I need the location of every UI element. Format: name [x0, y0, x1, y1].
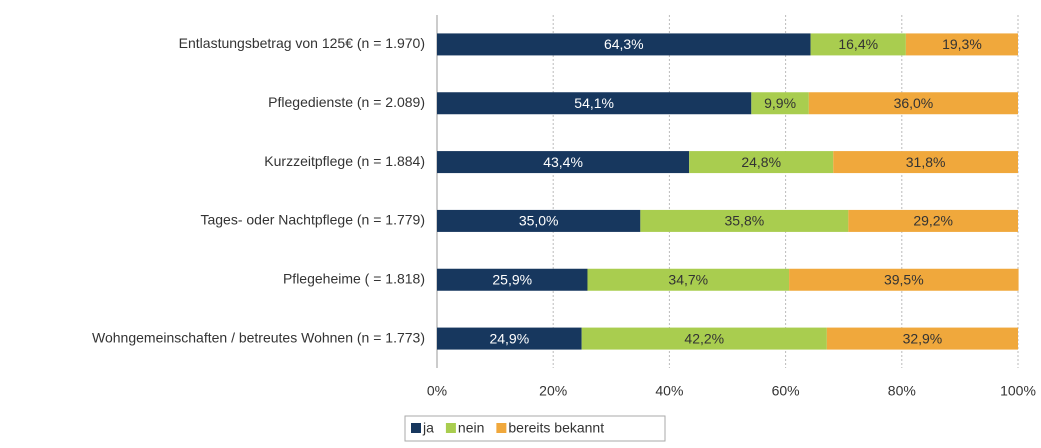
value-label: 36,0% [894, 95, 934, 111]
bar-segment [581, 327, 827, 350]
y-tick-label: Entlastungsbetrag von 125€ (n = 1.970) [179, 35, 425, 51]
x-tick-label: 20% [539, 383, 567, 399]
bar-segment [808, 92, 1018, 115]
value-label: 42,2% [684, 330, 724, 346]
bar-segment [833, 151, 1018, 174]
bar-segment [826, 327, 1018, 350]
bar-segment [437, 327, 582, 350]
bar-segment [751, 92, 809, 115]
y-tick-label: Kurzzeitpflege (n = 1.884) [264, 153, 425, 169]
value-label: 43,4% [543, 154, 583, 170]
bar-segment [437, 209, 641, 232]
value-label: 24,8% [741, 154, 781, 170]
bar-segment [437, 92, 752, 115]
value-label: 24,9% [489, 330, 529, 346]
bar-segment [905, 33, 1018, 56]
bar-segment [437, 33, 811, 56]
value-label: 34,7% [668, 271, 708, 287]
legend-swatch [411, 423, 421, 433]
x-tick-label: 80% [888, 383, 916, 399]
y-tick-label: Pflegeheime ( = 1.818) [283, 270, 425, 286]
legend-box [404, 415, 666, 442]
value-label: 19,3% [942, 36, 982, 52]
y-tick-label: Wohngemeinschaften / betreutes Wohnen (n… [92, 329, 425, 345]
legend-label: nein [458, 420, 484, 436]
value-label: 39,5% [884, 271, 924, 287]
bar-segment [437, 268, 588, 291]
value-label: 64,3% [604, 36, 644, 52]
value-label: 9,9% [764, 95, 796, 111]
value-label: 29,2% [913, 213, 953, 229]
bar-segment [848, 209, 1018, 232]
legend-swatch [496, 423, 507, 433]
x-tick-label: 40% [655, 383, 683, 399]
value-label: 35,8% [724, 213, 764, 229]
value-label: 35,0% [519, 213, 559, 229]
bar-segment [640, 209, 849, 232]
x-tick-label: 100% [1000, 383, 1036, 399]
bar-segment [437, 151, 690, 174]
legend-label: ja [422, 420, 434, 436]
bar-segment [810, 33, 906, 56]
bar-segment [587, 268, 790, 291]
y-tick-label: Pflegedienste (n = 2.089) [268, 94, 425, 110]
value-label: 54,1% [574, 95, 614, 111]
x-tick-label: 0% [427, 383, 447, 399]
legend-label: bereits bekannt [508, 420, 604, 436]
legend-swatch [445, 423, 456, 433]
value-label: 32,9% [903, 330, 943, 346]
bar-segment [789, 268, 1019, 291]
x-tick-label: 60% [772, 383, 800, 399]
value-label: 16,4% [838, 36, 878, 52]
y-tick-label: Tages- oder Nachtpflege (n = 1.779) [200, 212, 425, 228]
value-label: 25,9% [492, 271, 532, 287]
bar-segment [689, 151, 834, 174]
value-label: 31,8% [906, 154, 946, 170]
